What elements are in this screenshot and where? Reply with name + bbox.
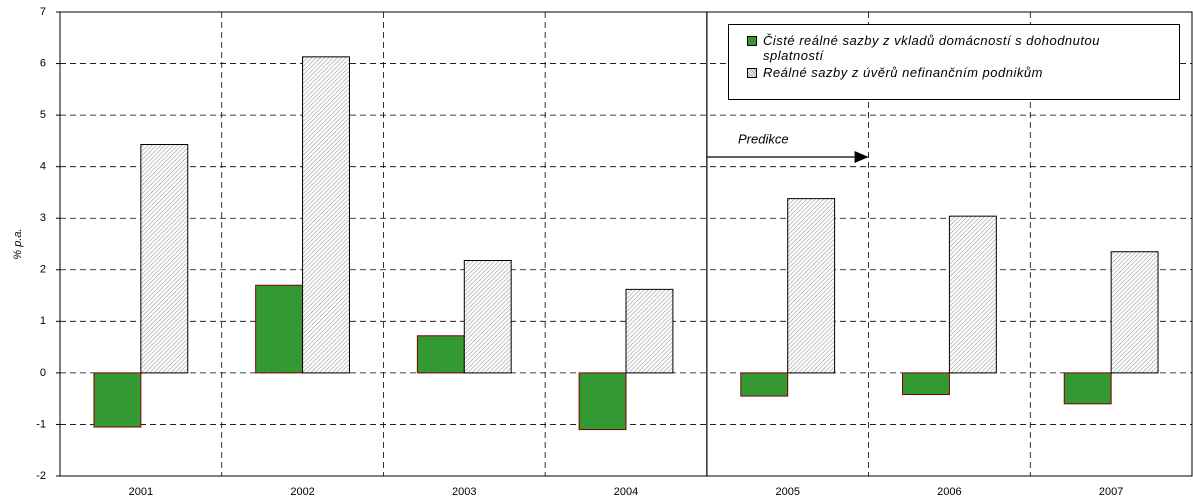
- x-tick-label: 2005: [775, 486, 799, 498]
- annotation: Predikce: [738, 131, 789, 146]
- legend-item: Čisté reálné sazby z vkladů domácností s…: [747, 33, 1123, 63]
- legend-swatch: [747, 36, 757, 46]
- plot-frame: [59, 11, 1193, 477]
- bar: [740, 372, 789, 397]
- bar: [948, 215, 997, 374]
- legend-label: Čisté reálné sazby z vkladů domácností s…: [763, 33, 1100, 63]
- y-axis-label: % p.a.: [12, 228, 24, 259]
- y-tick-label: 1: [40, 315, 46, 327]
- bar: [625, 288, 674, 374]
- bar: [140, 143, 189, 374]
- y-tick-label: 4: [40, 161, 46, 173]
- bar: [1110, 251, 1159, 374]
- bar: [416, 335, 465, 374]
- legend-label: Reálné sazby z úvěrů nefinančním podniků…: [763, 65, 1043, 80]
- y-tick-label: 6: [40, 57, 46, 69]
- y-tick-label: 2: [40, 264, 46, 276]
- legend: Čisté reálné sazby z vkladů domácností s…: [728, 24, 1180, 100]
- y-tick-label: -2: [36, 470, 46, 482]
- legend-swatch: [747, 68, 757, 78]
- x-tick-label: 2001: [129, 486, 153, 498]
- bar: [1063, 372, 1112, 405]
- bar: [93, 372, 142, 428]
- bar: [255, 284, 304, 374]
- x-tick-label: 2007: [1099, 486, 1123, 498]
- annotation-arrowhead: [854, 151, 869, 163]
- bar: [463, 259, 512, 374]
- y-tick-label: 7: [40, 6, 46, 18]
- y-tick-label: 5: [40, 109, 46, 121]
- x-tick-label: 2002: [290, 486, 314, 498]
- x-tick-label: 2003: [452, 486, 476, 498]
- bar: [578, 372, 627, 431]
- y-tick-label: 0: [40, 367, 46, 379]
- x-tick-label: 2004: [614, 486, 638, 498]
- x-tick-label: 2006: [937, 486, 961, 498]
- y-tick-label: -1: [36, 418, 46, 430]
- bar: [787, 198, 836, 374]
- bar: [902, 372, 950, 396]
- bar: [302, 56, 350, 374]
- legend-item: Reálné sazby z úvěrů nefinančním podniků…: [747, 65, 1123, 80]
- y-tick-label: 3: [40, 212, 46, 224]
